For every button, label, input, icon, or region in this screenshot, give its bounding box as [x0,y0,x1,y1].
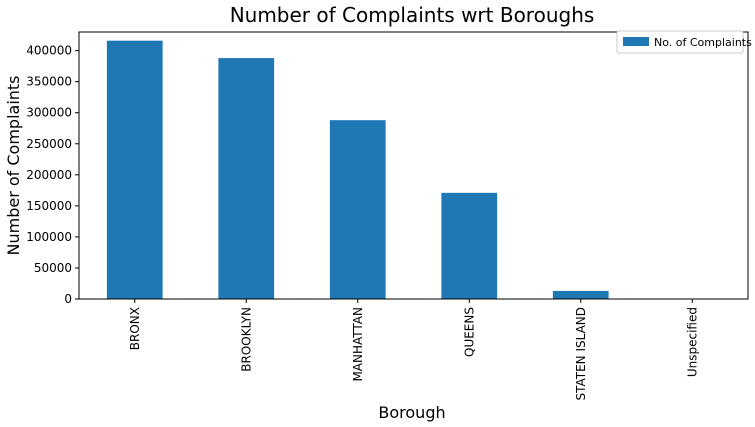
y-tick-label: 150000 [26,199,72,213]
x-tick-label: STATEN ISLAND [574,307,588,401]
legend-swatch [623,37,649,46]
x-tick-label: BRONX [128,307,142,350]
x-tick-label: Unspecified [685,307,699,377]
y-tick-label: 400000 [26,44,72,58]
x-tick-label: MANHATTAN [351,307,365,382]
x-tick-label: QUEENS [462,307,476,357]
legend-frame [616,30,744,54]
bar-brooklyn [218,58,275,299]
chart-title: Number of Complaints wrt Boroughs [230,3,595,27]
x-axis-title: Borough [378,403,445,422]
bar-manhattan [329,120,386,300]
plot-frame [78,31,749,300]
y-axis-title: Number of Complaints [4,75,23,255]
x-tick-label: BROOKLYN [239,307,253,372]
legend: No. of Complaints [616,30,752,54]
legend-label: No. of Complaints [654,36,752,49]
y-tick-label: 0 [64,292,72,306]
plot-area: BRONX BROOKLYN MANHATTAN QUEENS STATEN ISLAN… [26,31,749,401]
y-tick-label: 250000 [26,137,72,151]
y-tick-label: 200000 [26,168,72,182]
y-tick-label: 350000 [26,75,72,89]
bar-staten-island [552,290,609,299]
y-tick-label: 50000 [34,261,72,275]
y-tick-label: 300000 [26,106,72,120]
bar-bronx [106,40,163,299]
bar-queens [441,192,498,299]
y-tick-label: 100000 [26,230,72,244]
